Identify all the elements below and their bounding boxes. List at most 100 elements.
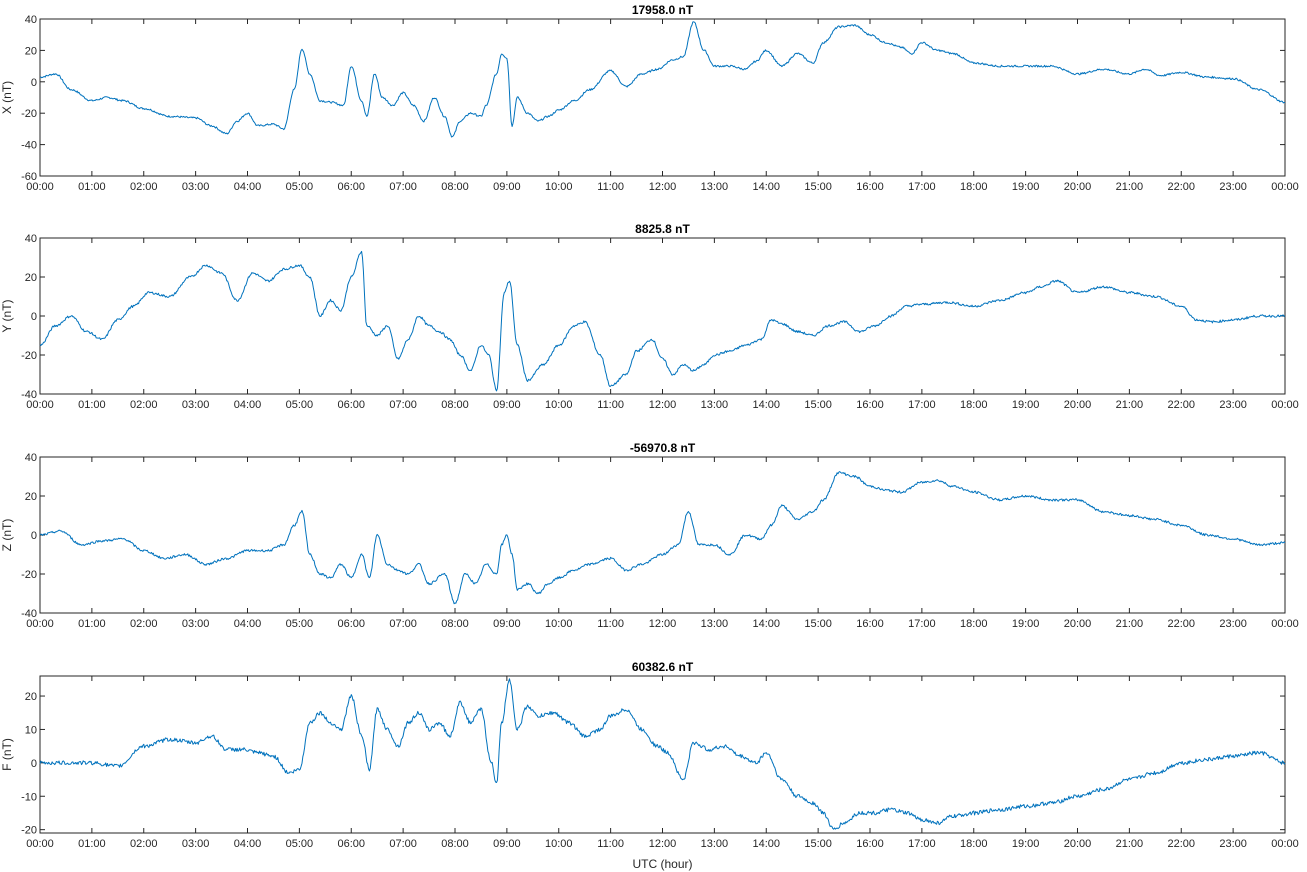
x-tick-label: 17:00 — [908, 618, 936, 630]
x-tick-label: 00:00 — [1271, 399, 1299, 411]
x-tick-label: 11:00 — [597, 399, 624, 411]
x-axis-label: UTC (hour) — [632, 857, 692, 871]
panel-title: 17958.0 nT — [632, 3, 694, 17]
x-tick-label: 17:00 — [908, 399, 936, 411]
y-tick-label: -20 — [21, 350, 37, 362]
x-tick-label: 09:00 — [493, 181, 521, 193]
x-tick-label: 22:00 — [1167, 399, 1195, 411]
x-tick-label: 01:00 — [78, 618, 106, 630]
panel-4: 00:00 01:00 02:00 03:00 04:00 05:00 06:00 07:00… — [0, 660, 1299, 850]
x-tick-label: 20:00 — [1064, 399, 1092, 411]
x-tick-label: 19:00 — [1012, 618, 1040, 630]
y-tick-label: -40 — [21, 389, 37, 401]
y-tick-label: 10 — [25, 724, 37, 736]
x-tick-label: 18:00 — [960, 399, 988, 411]
x-tick-label: 22:00 — [1167, 618, 1195, 630]
x-tick-label: 05:00 — [286, 399, 314, 411]
y-tick-label: -20 — [21, 825, 37, 837]
x-tick-label: 11:00 — [597, 181, 624, 193]
x-tick-label: 20:00 — [1064, 181, 1092, 193]
panel-3: 00:00 01:00 02:00 03:00 04:00 05:00 06:00 07:00… — [0, 441, 1299, 630]
x-tick-label: 18:00 — [960, 618, 988, 630]
x-tick-label: 00:00 — [26, 181, 54, 193]
x-tick-label: 17:00 — [908, 181, 936, 193]
x-tick-label: 09:00 — [493, 399, 521, 411]
x-tick-label: 18:00 — [960, 181, 988, 193]
y-tick-label: 20 — [25, 45, 37, 57]
y-tick-label: 20 — [25, 272, 37, 284]
x-tick-label: 05:00 — [286, 618, 314, 630]
x-tick-label: 07:00 — [389, 838, 417, 850]
x-tick-label: 21:00 — [1116, 399, 1144, 411]
y-tick-label: -10 — [21, 791, 37, 803]
y-axis-label: X (nT) — [0, 81, 14, 114]
x-tick-label: 14:00 — [752, 838, 780, 850]
y-tick-label: -40 — [21, 608, 37, 620]
x-tick-label: 21:00 — [1116, 838, 1144, 850]
x-tick-label: 04:00 — [234, 618, 262, 630]
x-tick-label: 17:00 — [908, 838, 936, 850]
x-tick-label: 22:00 — [1167, 838, 1195, 850]
x-tick-label: 18:00 — [960, 838, 988, 850]
x-tick-label: 08:00 — [441, 181, 469, 193]
x-tick-label: 12:00 — [649, 399, 677, 411]
x-tick-label: 01:00 — [78, 399, 106, 411]
y-tick-label: 40 — [25, 452, 37, 464]
x-tick-label: 00:00 — [26, 399, 54, 411]
x-tick-label: 13:00 — [701, 399, 729, 411]
x-tick-label: 10:00 — [545, 399, 573, 411]
x-tick-label: 13:00 — [701, 838, 729, 850]
y-tick-label: -40 — [21, 140, 37, 152]
x-tick-label: 08:00 — [441, 399, 469, 411]
x-tick-label: 20:00 — [1064, 618, 1092, 630]
plot-frame — [39, 237, 1286, 395]
x-tick-label: 02:00 — [130, 399, 158, 411]
y-axis-label: F (nT) — [0, 738, 14, 771]
x-tick-label: 19:00 — [1012, 838, 1040, 850]
x-tick-label: 23:00 — [1219, 838, 1247, 850]
x-tick-label: 07:00 — [389, 618, 417, 630]
x-tick-label: 00:00 — [1271, 181, 1299, 193]
series-line — [39, 250, 1286, 392]
plot-frame — [39, 675, 1286, 834]
x-tick-label: 08:00 — [441, 838, 469, 850]
y-tick-label: 40 — [25, 233, 37, 245]
x-tick-label: 09:00 — [493, 838, 521, 850]
panel-2: 00:00 01:00 02:00 03:00 04:00 05:00 06:00 07:00… — [0, 222, 1299, 411]
panel-title: -56970.8 nT — [630, 441, 696, 455]
panel-1: 00:00 01:00 02:00 03:00 04:00 05:00 06:00 07:00… — [0, 3, 1299, 193]
x-tick-label: 19:00 — [1012, 399, 1040, 411]
y-tick-label: 40 — [25, 14, 37, 26]
x-tick-label: 06:00 — [337, 618, 365, 630]
x-tick-label: 04:00 — [234, 838, 262, 850]
x-tick-label: 15:00 — [804, 181, 832, 193]
x-tick-label: 12:00 — [649, 181, 677, 193]
x-tick-label: 08:00 — [441, 618, 469, 630]
x-tick-label: 14:00 — [752, 618, 780, 630]
y-tick-label: 0 — [31, 311, 37, 323]
x-tick-label: 07:00 — [389, 181, 417, 193]
x-tick-label: 03:00 — [182, 399, 210, 411]
x-tick-label: 20:00 — [1064, 838, 1092, 850]
x-tick-label: 10:00 — [545, 838, 573, 850]
x-tick-label: 05:00 — [286, 181, 314, 193]
y-tick-label: 0 — [31, 77, 37, 89]
x-tick-label: 13:00 — [701, 618, 729, 630]
x-tick-label: 15:00 — [804, 838, 832, 850]
x-tick-label: 13:00 — [701, 181, 729, 193]
x-tick-label: 05:00 — [286, 838, 314, 850]
x-tick-label: 10:00 — [545, 618, 573, 630]
y-tick-label: 0 — [31, 758, 37, 770]
x-tick-label: 21:00 — [1116, 181, 1144, 193]
x-tick-label: 06:00 — [337, 838, 365, 850]
series-line — [39, 678, 1286, 830]
y-tick-label: -20 — [21, 569, 37, 581]
y-tick-label: -60 — [21, 171, 37, 183]
x-tick-label: 06:00 — [337, 181, 365, 193]
y-tick-label: 0 — [31, 530, 37, 542]
y-tick-label: -20 — [21, 108, 37, 120]
x-tick-label: 23:00 — [1219, 618, 1247, 630]
x-tick-label: 14:00 — [752, 181, 780, 193]
x-tick-label: 01:00 — [78, 838, 106, 850]
